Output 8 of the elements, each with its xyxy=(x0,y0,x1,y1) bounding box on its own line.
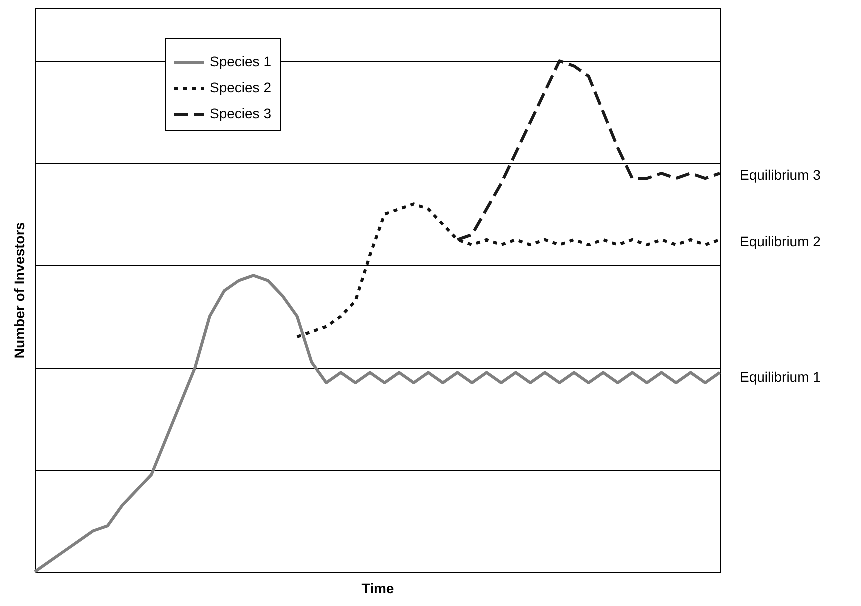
legend-label: Species 2 xyxy=(210,80,272,96)
text: Equilibrium 1 xyxy=(740,368,822,385)
legend-label: Species 3 xyxy=(210,106,272,122)
x-axis-title: Time xyxy=(362,580,394,596)
text: Equilibrium 3 xyxy=(740,167,822,184)
text: Equilibrium 2 xyxy=(740,233,822,250)
legend-label: Species 1 xyxy=(210,54,272,70)
y-axis-title: Number of Investors xyxy=(12,222,28,359)
